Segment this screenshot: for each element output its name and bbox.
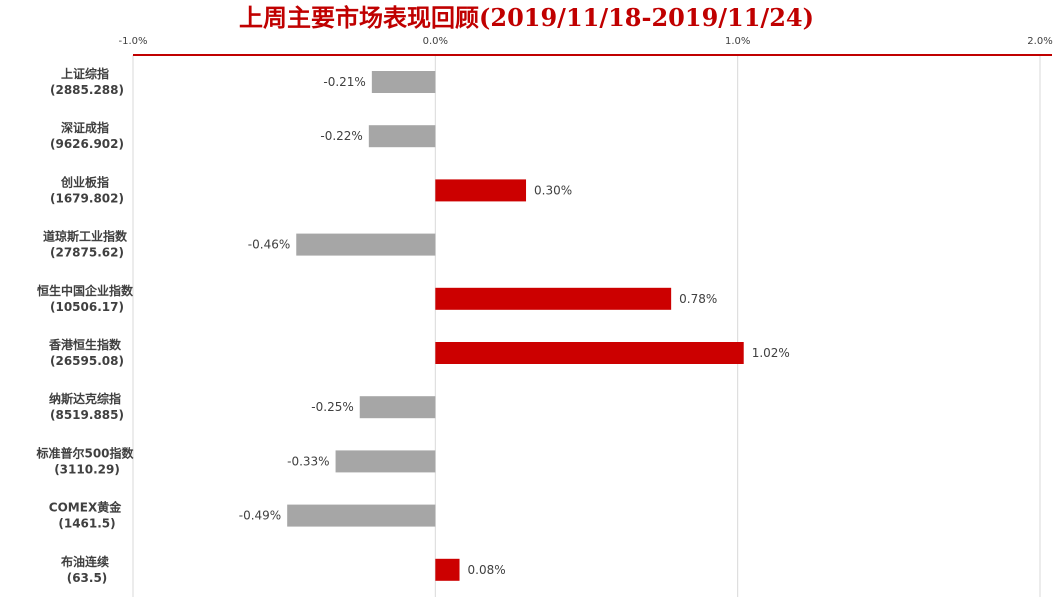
category-name-label: 香港恒生指数 <box>48 337 122 352</box>
category-level-label: (3110.29) <box>54 462 120 476</box>
category-name-label: 布油连续 <box>61 554 109 569</box>
category-name-label: 恒生中国企业指数 <box>37 283 134 298</box>
bar-value-label: 0.30% <box>534 183 572 197</box>
bar-value-label: -0.46% <box>248 238 290 252</box>
bar-value-label: 1.02% <box>752 346 790 360</box>
bar <box>335 450 436 473</box>
category-name-label: 道琼斯工业指数 <box>43 229 128 244</box>
x-tick-label: 0.0% <box>423 36 448 47</box>
category-level-label: (1461.5) <box>58 517 115 531</box>
bars <box>287 71 744 581</box>
bar-value-label: -0.33% <box>287 454 329 468</box>
bar-value-label: -0.21% <box>323 75 365 89</box>
bar <box>435 558 460 581</box>
category-level-label: (26595.08) <box>50 354 124 368</box>
bar <box>371 71 436 93</box>
bar-value-label: -0.22% <box>320 129 362 143</box>
category-name-label: 纳斯达克综指 <box>49 391 121 406</box>
category-level-label: (1679.802) <box>50 191 124 205</box>
category-level-label: (9626.902) <box>50 137 124 151</box>
labels: -0.21% 上证综指 (2885.288) -0.22% 深证成指 (9626.902)… <box>35 66 789 585</box>
category-name-label: 深证成指 <box>61 120 109 135</box>
bar <box>435 287 672 310</box>
category-name-label: COMEX黄金 <box>49 500 122 515</box>
category-level-label: (10506.17) <box>50 300 124 314</box>
bar <box>359 396 436 419</box>
category-name-label: 创业板指 <box>60 174 109 189</box>
x-tick-label: -1.0% <box>118 36 147 47</box>
bar-value-label: -0.49% <box>239 509 281 523</box>
bar <box>368 125 436 148</box>
bar-value-label: -0.25% <box>311 400 353 414</box>
category-level-label: (27875.62) <box>50 246 124 260</box>
category-level-label: (63.5) <box>67 571 108 585</box>
chart-title: 上周主要市场表现回顾(2019/11/18-2019/11/24) <box>239 3 814 32</box>
x-axis: -1.0% 0.0% 1.0% 2.0% <box>118 36 1053 56</box>
x-tick-label: 2.0% <box>1027 36 1052 47</box>
category-level-label: (8519.885) <box>50 408 124 422</box>
bar <box>435 342 744 364</box>
bar-value-label: 0.08% <box>468 563 506 577</box>
bar <box>435 179 527 202</box>
category-name-label: 标准普尔500指数 <box>35 445 134 460</box>
bar <box>296 233 436 256</box>
bar <box>287 504 436 527</box>
bar-value-label: 0.78% <box>679 292 717 306</box>
category-level-label: (2885.288) <box>50 83 124 97</box>
category-name-label: 上证综指 <box>61 66 109 81</box>
x-tick-label: 1.0% <box>725 36 750 47</box>
